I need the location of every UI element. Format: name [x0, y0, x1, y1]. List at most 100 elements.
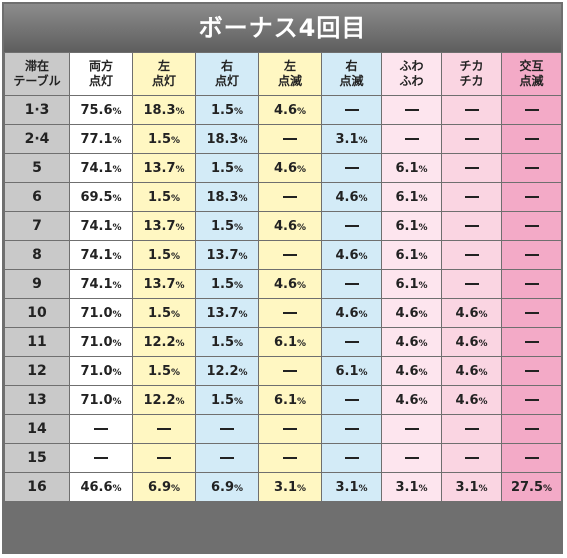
percent-unit: %: [112, 309, 122, 320]
header-left-blink: 左点滅: [258, 52, 322, 96]
empty-cell: [501, 385, 562, 415]
percent-unit: %: [478, 367, 488, 378]
percent-cell: 6.1%: [381, 182, 442, 212]
empty-cell: [195, 443, 259, 473]
percent-unit: %: [358, 251, 368, 262]
percent-cell: 12.2%: [132, 385, 196, 415]
percent-value: 13.7: [206, 247, 239, 263]
percent-cell: 4.6%: [381, 356, 442, 386]
dash-mark: [524, 457, 539, 459]
percent-cell: 1.5%: [195, 327, 259, 357]
percent-unit: %: [418, 251, 428, 262]
table-row: 7 74.1% 13.7% 1.5% 4.6% 6.1%: [4, 211, 562, 241]
header-line: ふわ: [399, 74, 424, 88]
header-line: ふわ: [399, 59, 424, 73]
percent-value: 71.0: [80, 305, 113, 321]
header-line: 右: [220, 59, 233, 73]
empty-cell: [381, 124, 442, 154]
percent-value: 12.2: [206, 363, 239, 379]
percent-value: 18.3: [206, 189, 239, 205]
empty-cell: [381, 95, 442, 125]
percent-cell: 75.6%: [69, 95, 133, 125]
empty-cell: [501, 269, 562, 299]
percent-value: 13.7: [143, 218, 176, 234]
dash-mark: [464, 428, 479, 430]
empty-cell: [321, 269, 382, 299]
percent-cell: 3.1%: [258, 472, 322, 502]
percent-unit: %: [234, 222, 244, 233]
percent-cell: 1.5%: [195, 385, 259, 415]
percent-value: 1.5: [147, 131, 171, 147]
dash-mark: [524, 399, 539, 401]
percent-value: 1.5: [147, 247, 171, 263]
percent-unit: %: [112, 338, 122, 349]
empty-cell: [501, 211, 562, 241]
percent-value: 46.6: [80, 479, 113, 495]
percent-value: 4.6: [395, 392, 419, 408]
percent-value: 6.9: [147, 479, 171, 495]
percent-cell: 4.6%: [441, 298, 502, 328]
empty-cell: [381, 443, 442, 473]
percent-value: 4.6: [273, 218, 297, 234]
percent-unit: %: [175, 222, 185, 233]
percent-value: 1.5: [210, 392, 234, 408]
percent-value: 4.6: [273, 102, 297, 118]
header-line: 点滅: [339, 74, 364, 88]
percent-unit: %: [238, 135, 248, 146]
percent-cell: 1.5%: [195, 211, 259, 241]
header-chikachika: チカ チカ: [441, 52, 502, 96]
percent-value: 6.1: [273, 392, 297, 408]
empty-cell: [69, 414, 133, 444]
header-line: テーブル: [13, 74, 61, 88]
percent-unit: %: [358, 309, 368, 320]
percent-unit: %: [112, 483, 122, 494]
empty-cell: [195, 414, 259, 444]
percent-value: 6.9: [210, 479, 234, 495]
percent-unit: %: [112, 193, 122, 204]
percent-value: 13.7: [143, 160, 176, 176]
table-row: 6 69.5% 1.5% 18.3% 4.6% 6.1%: [4, 182, 562, 212]
percent-cell: 74.1%: [69, 153, 133, 183]
dash-mark: [524, 312, 539, 314]
stay-table-cell: 11: [4, 327, 70, 357]
percent-value: 18.3: [143, 102, 176, 118]
stay-table-cell: 8: [4, 240, 70, 270]
dash-mark: [344, 225, 359, 227]
dash-mark: [344, 283, 359, 285]
header-line: 点滅: [277, 74, 302, 88]
empty-cell: [258, 124, 322, 154]
percent-cell: 13.7%: [195, 240, 259, 270]
dash-mark: [404, 428, 419, 430]
stay-table-cell: 6: [4, 182, 70, 212]
percent-unit: %: [418, 280, 428, 291]
percent-cell: 6.1%: [381, 211, 442, 241]
percent-unit: %: [297, 222, 307, 233]
stay-table-cell: 1·3: [4, 95, 70, 125]
percent-value: 6.1: [395, 160, 419, 176]
percent-cell: 1.5%: [195, 153, 259, 183]
percent-cell: 1.5%: [195, 269, 259, 299]
empty-cell: [441, 182, 502, 212]
empty-cell: [69, 443, 133, 473]
dash-mark: [524, 283, 539, 285]
dash-mark: [344, 167, 359, 169]
header-line: 点灯: [151, 74, 176, 88]
empty-cell: [501, 240, 562, 270]
empty-cell: [441, 443, 502, 473]
percent-value: 1.5: [210, 160, 234, 176]
percent-unit: %: [418, 483, 428, 494]
percent-value: 4.6: [455, 392, 479, 408]
percent-value: 74.1: [80, 160, 113, 176]
table-row: 9 74.1% 13.7% 1.5% 4.6% 6.1%: [4, 269, 562, 299]
percent-value: 3.1: [273, 479, 297, 495]
percent-value: 77.1: [80, 131, 113, 147]
percent-unit: %: [358, 135, 368, 146]
percent-cell: 3.1%: [381, 472, 442, 502]
percent-unit: %: [234, 483, 244, 494]
table-body: 滞在 テーブル 両方 点灯左点灯右点灯左点滅右点滅 ふわ ふわ チカ チカ 交互 点滅 1·3 75.…: [4, 52, 562, 502]
percent-cell: 6.1%: [258, 385, 322, 415]
percent-value: 69.5: [80, 189, 113, 205]
percent-unit: %: [478, 396, 488, 407]
percent-value: 4.6: [335, 189, 359, 205]
empty-cell: [441, 414, 502, 444]
